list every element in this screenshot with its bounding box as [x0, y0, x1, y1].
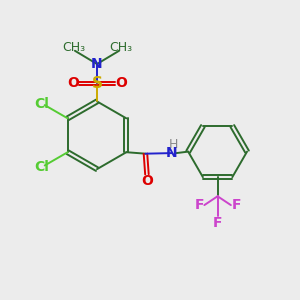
Text: H: H — [169, 138, 178, 151]
Text: S: S — [92, 76, 103, 91]
Text: CH₃: CH₃ — [62, 41, 85, 54]
Text: F: F — [213, 216, 222, 230]
Text: O: O — [67, 76, 79, 90]
Text: N: N — [91, 57, 103, 71]
Text: F: F — [231, 198, 241, 212]
Text: F: F — [194, 198, 204, 212]
Text: Cl: Cl — [34, 160, 49, 174]
Text: Cl: Cl — [34, 97, 49, 111]
Text: CH₃: CH₃ — [109, 41, 132, 54]
Text: O: O — [115, 76, 127, 90]
Text: N: N — [166, 146, 178, 160]
Text: O: O — [141, 174, 153, 188]
